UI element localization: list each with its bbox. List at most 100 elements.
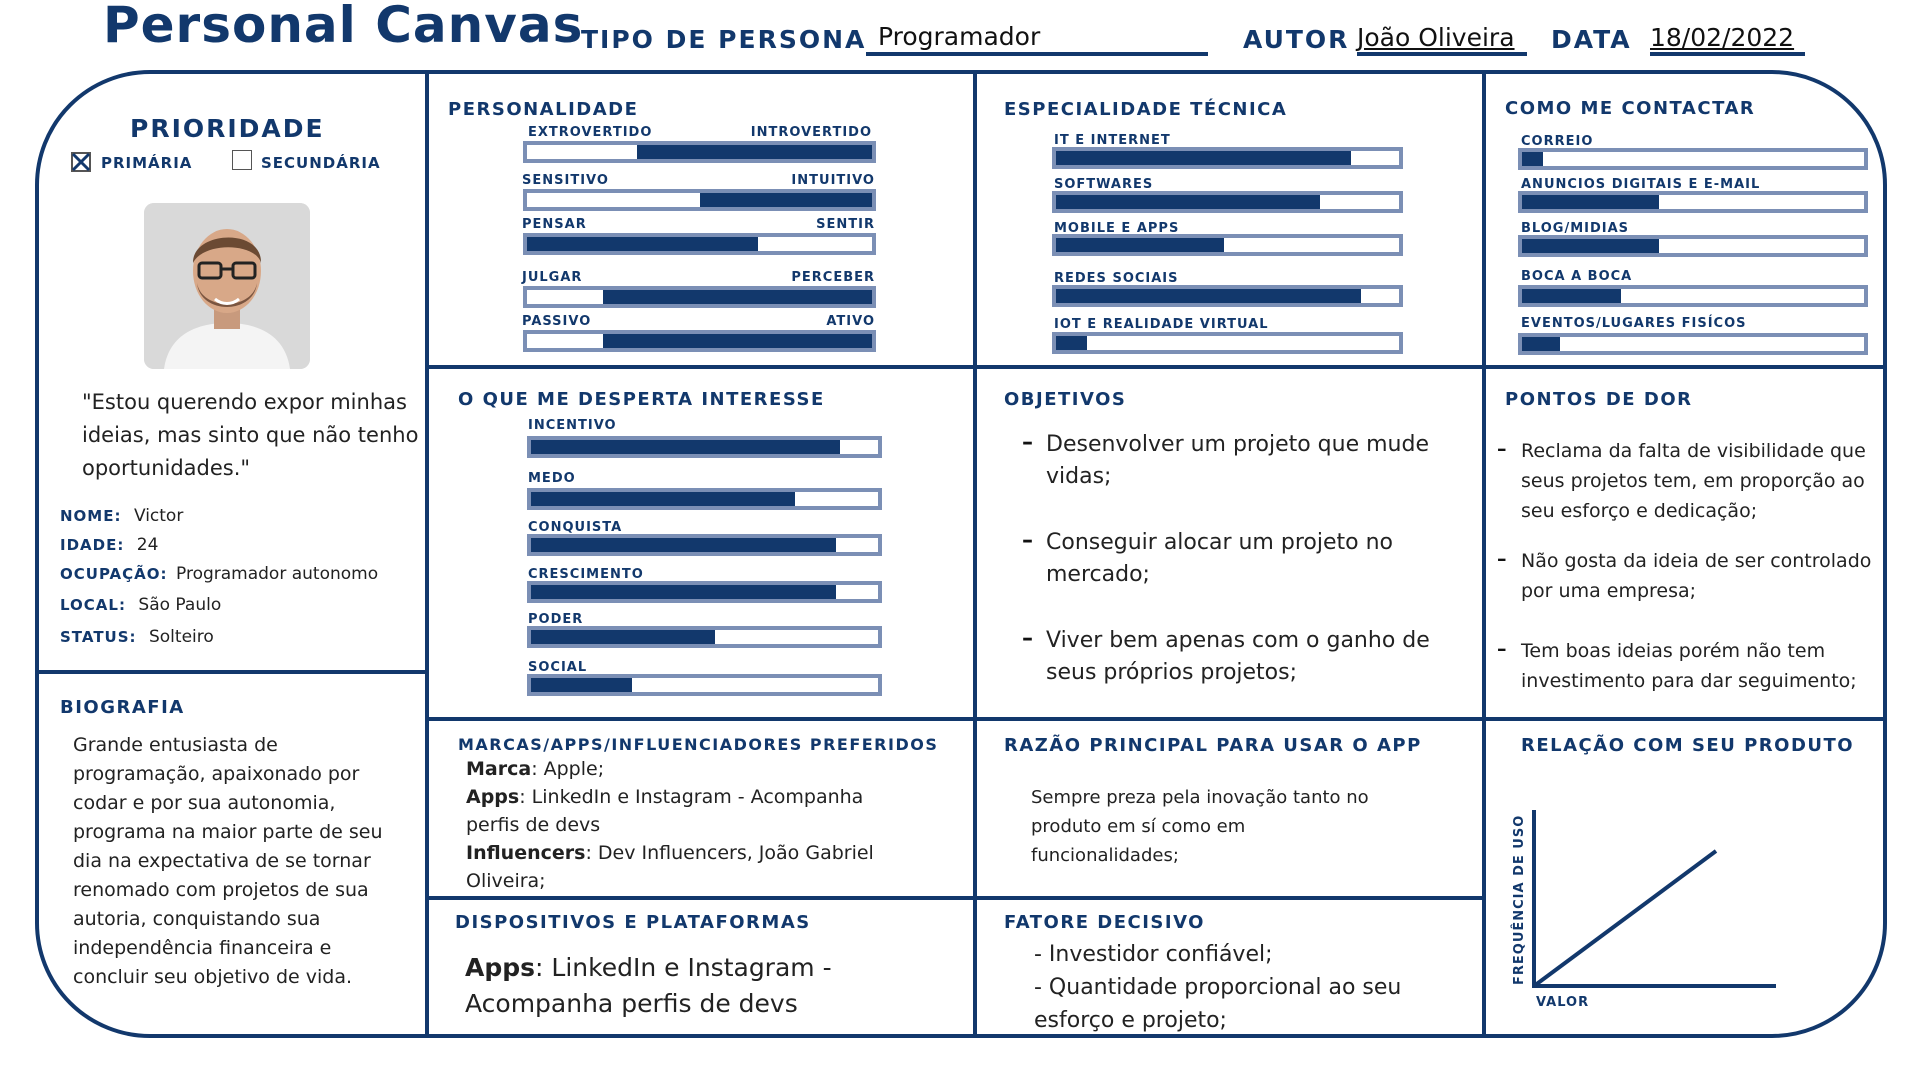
technical-bar bbox=[1052, 191, 1403, 213]
interest-bar bbox=[527, 581, 882, 603]
technical-bar-fill bbox=[1056, 151, 1351, 165]
interest-label: INCENTIVO bbox=[528, 418, 617, 433]
field-name: NOME: Victor bbox=[60, 506, 184, 526]
contact-bar bbox=[1518, 285, 1868, 307]
biography-title: BIOGRAFIA bbox=[60, 697, 185, 718]
relation-chart-title: RELAÇÃO COM SEU PRODUTO bbox=[1521, 735, 1855, 756]
interest-bar-fill bbox=[531, 538, 837, 552]
personality-bar bbox=[523, 233, 876, 255]
objective-item: Viver bem apenas com o ganho de seus pró… bbox=[1022, 623, 1462, 689]
priority-title: PRIORIDADE bbox=[130, 114, 325, 143]
secondary-checkbox[interactable] bbox=[232, 150, 252, 170]
technical-bar-fill bbox=[1056, 289, 1362, 303]
primary-checkbox[interactable] bbox=[71, 152, 91, 172]
personality-bar-fill bbox=[637, 145, 872, 159]
pain-point-item: Reclama da falta de visibilidade que seu… bbox=[1497, 434, 1877, 526]
interest-bar-fill bbox=[531, 585, 837, 599]
contact-bar bbox=[1518, 148, 1868, 170]
objectives-list: Desenvolver um projeto que mude vidas; C… bbox=[1022, 427, 1462, 689]
divider-v2 bbox=[973, 72, 977, 1038]
divider-v3 bbox=[1482, 72, 1486, 1038]
pain-points-list: Reclama da falta de visibilidade que seu… bbox=[1497, 434, 1877, 696]
personality-bar bbox=[523, 286, 876, 308]
apps-line: Apps: LinkedIn e Instagram - Acompanha p… bbox=[466, 786, 864, 836]
persona-type-value: Programador bbox=[878, 22, 1041, 51]
decisive-line: - Quantidade proporcional ao seu esforço… bbox=[1034, 975, 1402, 1033]
chart-x-label: VALOR bbox=[1536, 995, 1589, 1010]
interest-bar bbox=[527, 488, 882, 510]
personality-left-label: PENSAR bbox=[522, 217, 587, 232]
contact-label: EVENTOS/LUGARES FISÍCOS bbox=[1521, 316, 1747, 331]
contact-bar-fill bbox=[1522, 337, 1560, 351]
contact-label: BOCA A BOCA bbox=[1521, 269, 1633, 284]
interest-bar bbox=[527, 626, 882, 648]
person-photo-icon bbox=[144, 203, 310, 369]
field-occupation: OCUPAÇÃO: Programador autonomo bbox=[60, 564, 379, 584]
persona-type-label: TIPO DE PERSONA bbox=[581, 25, 867, 54]
canvas-frame bbox=[35, 70, 1887, 1038]
profile-fields: NOME: Victor IDADE: 24 OCUPAÇÃO: Program… bbox=[60, 506, 420, 656]
relation-chart: FREQUÊNCIA DE USO VALOR bbox=[1511, 810, 1776, 1010]
personality-bar-fill bbox=[699, 193, 872, 207]
technical-bar-fill bbox=[1056, 238, 1225, 252]
date-underline bbox=[1650, 52, 1805, 56]
contact-bar-fill bbox=[1522, 239, 1659, 253]
technical-label: MOBILE E APPS bbox=[1054, 221, 1180, 236]
field-status: STATUS: Solteiro bbox=[60, 627, 214, 647]
personality-bar-fill bbox=[602, 290, 872, 304]
interest-label: CONQUISTA bbox=[528, 520, 623, 535]
personality-right-label: INTUITIVO bbox=[791, 173, 875, 188]
field-age: IDADE: 24 bbox=[60, 535, 159, 555]
contact-bar-fill bbox=[1522, 195, 1659, 209]
personality-right-label: INTROVERTIDO bbox=[750, 125, 872, 140]
date-value: 18/02/2022 bbox=[1650, 23, 1795, 52]
interest-bar-fill bbox=[531, 440, 840, 454]
interest-bar-fill bbox=[531, 630, 715, 644]
decisive-text: - Investidor confiável; - Quantidade pro… bbox=[1034, 938, 1404, 1037]
decisive-title: FATORE DECISIVO bbox=[1004, 912, 1205, 933]
objective-item: Conseguir alocar um projeto no mercado; bbox=[1022, 525, 1462, 591]
pain-point-item: Não gosta da ideia de ser controlado por… bbox=[1497, 544, 1877, 606]
date-label: DATA bbox=[1551, 25, 1632, 54]
devices-text: Apps: LinkedIn e Instagram - Acompanha p… bbox=[465, 953, 832, 1018]
pain-point-item: Tem boas ideias porém não tem investimen… bbox=[1497, 634, 1877, 696]
interest-bar bbox=[527, 436, 882, 458]
personality-left-label: JULGAR bbox=[522, 270, 583, 285]
technical-label: IT E INTERNET bbox=[1054, 133, 1171, 148]
technical-bar-fill bbox=[1056, 195, 1321, 209]
author-value: João Oliveira bbox=[1357, 23, 1515, 52]
interest-label: CRESCIMENTO bbox=[528, 567, 644, 582]
decisive-line: - Investidor confiável; bbox=[1034, 942, 1273, 967]
divider-h-left bbox=[37, 670, 425, 674]
personality-bar-fill bbox=[602, 334, 872, 348]
technical-label: REDES SOCIAIS bbox=[1054, 271, 1179, 286]
brand-line: Marca: Apple; bbox=[466, 758, 605, 780]
interest-label: SOCIAL bbox=[528, 660, 588, 675]
author-label: AUTOR bbox=[1243, 25, 1350, 54]
persona-quote: "Estou querendo expor minhas ideias, mas… bbox=[82, 390, 419, 480]
technical-bar bbox=[1052, 234, 1403, 256]
check-x-icon bbox=[71, 152, 91, 172]
contact-bar bbox=[1518, 191, 1868, 213]
interests-title: O QUE ME DESPERTA INTERESSE bbox=[458, 389, 825, 410]
interest-bar bbox=[527, 674, 882, 696]
main-reason-text: Sempre preza pela inovação tanto no prod… bbox=[1031, 787, 1369, 866]
contact-bar bbox=[1518, 333, 1868, 355]
divider-v1 bbox=[425, 72, 429, 1038]
personality-left-label: PASSIVO bbox=[522, 314, 592, 329]
profile-photo bbox=[144, 203, 310, 369]
chart-y-label: FREQUÊNCIA DE USO bbox=[1511, 815, 1527, 985]
technical-bar bbox=[1052, 147, 1403, 169]
chart-series-line bbox=[1532, 849, 1718, 988]
personality-right-label: ATIVO bbox=[826, 314, 875, 329]
personality-bar bbox=[523, 189, 876, 211]
personality-left-label: SENSITIVO bbox=[522, 173, 609, 188]
devices-title: DISPOSITIVOS E PLATAFORMAS bbox=[455, 912, 811, 933]
biography-text: Grande entusiasta de programação, apaixo… bbox=[73, 734, 383, 988]
brands-text: Marca: Apple; Apps: LinkedIn e Instagram… bbox=[466, 755, 906, 895]
interest-bar bbox=[527, 534, 882, 556]
interest-label: MEDO bbox=[528, 471, 576, 486]
personality-title: PERSONALIDADE bbox=[448, 99, 639, 120]
secondary-label: SECUNDÁRIA bbox=[261, 154, 381, 172]
technical-label: SOFTWARES bbox=[1054, 177, 1154, 192]
